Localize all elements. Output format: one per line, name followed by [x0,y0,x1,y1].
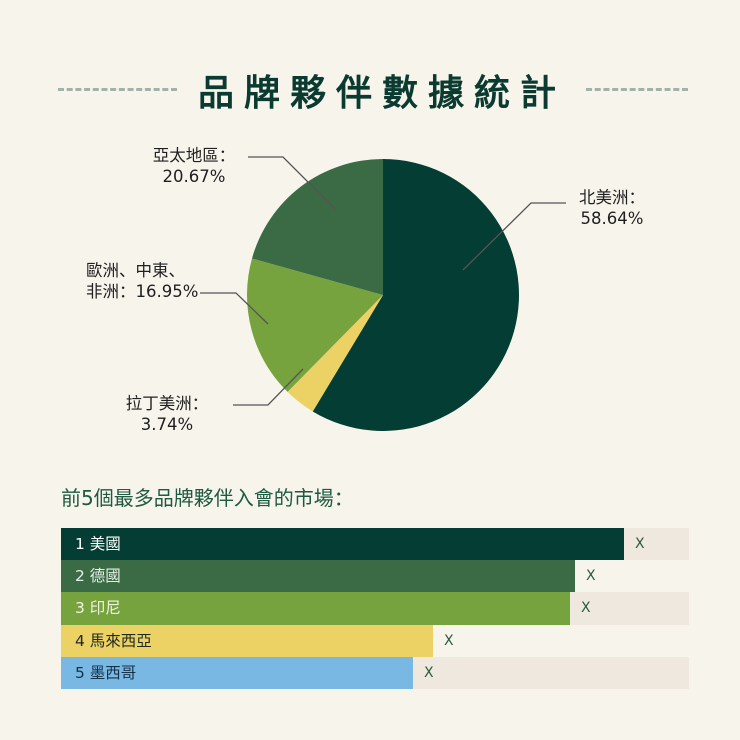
bar-fill [61,528,624,561]
page-title: 品牌夥伴數據統計 [197,73,566,114]
market-label: 4 馬來西亞 [75,631,152,650]
pie-label-latin-america-pct: 3.74% [140,415,194,434]
market-value: X [586,568,596,585]
pie-label-emea: 歐洲、中東、 非洲：16.95% [86,260,204,302]
title-row: 品牌夥伴數據統計 [0,62,740,114]
market-row: 4 馬來西亞 X [61,624,689,657]
leader-apac [248,156,337,211]
bar-fill [61,560,575,593]
pie-label-emea-pct: 非洲：16.95% [86,282,199,301]
slice-latin-america [287,295,383,412]
markets-title: 前5個最多品牌夥伴入會的市場： [61,486,354,510]
pie-label-latin-america-name: 拉丁美洲： [125,394,209,413]
pie-label-apac-pct: 20.67% [162,167,226,186]
leader-north-america [462,202,566,271]
pie-label-latin-america: 拉丁美洲： 3.74% [118,393,216,435]
slice-north-america [312,159,519,431]
bar-fill [61,624,433,657]
markets-bar-chart: 1 美國 X 2 德國 X 3 印尼 X 4 馬來西亞 X 5 墨西哥 X [61,528,689,689]
pie-slices [246,158,519,431]
market-row: 5 墨西哥 X [61,656,689,689]
pie-label-north-america: 北美洲： 58.64% [570,187,654,229]
leader-latin-america [233,368,304,406]
pie-label-apac: 亞太地區： 20.67% [140,145,248,187]
pie-label-north-america-name: 北美洲： [579,188,645,207]
slice-apac [252,158,383,295]
market-value: X [444,632,454,649]
market-value: X [635,536,645,552]
market-label: 1 美國 [75,535,121,553]
slice-emea [246,258,383,392]
market-label: 5 墨西哥 [75,663,137,682]
pie-label-emea-name: 歐洲、中東、 [86,261,185,280]
market-row: 3 印尼 X [61,592,689,625]
market-row: 1 美國 X [61,528,689,561]
pie-label-north-america-pct: 58.64% [580,209,644,228]
bar-fill [61,592,570,625]
leader-lines [200,156,566,406]
pie-label-apac-name: 亞太地區： [152,146,236,165]
market-value: X [424,664,434,681]
pie-chart [200,156,566,431]
market-row: 2 德國 X [61,560,689,593]
title-dash-left [58,88,177,91]
market-value: X [581,600,591,617]
market-label: 3 印尼 [75,599,121,618]
bar-fill [61,656,413,689]
title-dash-right [586,88,688,91]
leader-emea [200,292,269,325]
market-label: 2 德國 [75,567,121,586]
